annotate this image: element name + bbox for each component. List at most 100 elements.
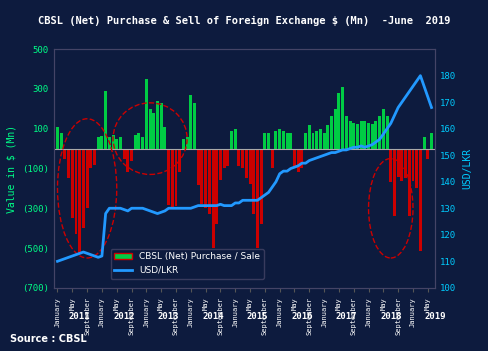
Text: 2017: 2017 [335,312,356,321]
Bar [137,133,140,148]
Bar [266,133,269,148]
Bar [344,116,347,148]
Bar [429,133,432,148]
Bar [134,135,137,148]
Text: 2015: 2015 [246,312,267,321]
Bar [226,148,229,166]
Bar [281,131,285,148]
Bar [329,116,332,148]
Bar [63,148,66,159]
Bar [85,148,88,208]
Bar [388,148,391,183]
Bar [252,148,255,214]
Text: 2012: 2012 [113,312,135,321]
Bar [130,148,133,160]
Bar [152,113,155,148]
Bar [141,137,144,148]
Bar [122,148,125,159]
Bar [259,148,262,224]
Bar [244,148,247,178]
Text: 2011: 2011 [69,312,90,321]
Bar [411,148,414,181]
Bar [160,103,163,148]
Bar [203,148,207,208]
Bar [219,148,222,180]
Bar [248,148,251,184]
Bar [222,148,225,168]
Bar [351,123,354,148]
Bar [292,148,295,166]
Bar [426,148,428,159]
Bar [233,129,236,148]
Bar [381,109,384,148]
Bar [407,148,410,216]
Bar [370,124,373,148]
Bar [111,135,114,148]
Bar [60,133,62,148]
Bar [289,133,292,148]
Bar [89,148,92,168]
Bar [229,131,233,148]
Bar [366,123,369,148]
Bar [100,135,103,148]
Bar [270,148,273,168]
Bar [274,131,277,148]
Bar [278,129,281,148]
Bar [170,148,173,208]
Bar [304,133,306,148]
Bar [333,109,336,148]
Bar [359,121,362,148]
Bar [325,125,328,148]
Text: Source : CBSL: Source : CBSL [10,334,86,344]
Bar [174,148,177,206]
Bar [348,121,351,148]
Bar [315,131,318,148]
Bar [67,148,70,178]
Bar [300,148,303,168]
Bar [374,121,377,148]
Bar [237,148,240,166]
Bar [126,148,129,172]
Bar [255,148,259,248]
Text: 2014: 2014 [202,312,224,321]
Bar [163,127,166,148]
Legend: CBSL (Net) Purchase / Sale, USD/LKR: CBSL (Net) Purchase / Sale, USD/LKR [110,249,264,279]
Bar [414,148,417,188]
Bar [144,79,147,148]
Bar [215,148,218,224]
Bar [318,129,321,148]
Bar [363,121,366,148]
Bar [422,137,425,148]
Bar [403,148,406,178]
Bar [148,109,151,148]
Bar [385,116,388,148]
Bar [78,148,81,254]
Bar [93,148,96,165]
Bar [185,137,188,148]
Bar [307,125,310,148]
Bar [82,148,85,228]
Bar [211,148,214,248]
Bar [241,148,244,168]
Bar [56,127,59,148]
Bar [418,148,421,251]
Bar [285,133,288,148]
Bar [71,148,74,218]
Bar [400,148,403,181]
Text: 2018: 2018 [379,312,401,321]
Bar [189,95,192,148]
Bar [322,133,325,148]
Bar [200,148,203,204]
Bar [196,148,199,185]
Text: 2019: 2019 [424,312,445,321]
Bar [74,148,77,234]
Bar [355,124,358,148]
Bar [311,133,314,148]
Bar [115,139,118,148]
Y-axis label: Value in $ (Mn): Value in $ (Mn) [6,124,17,213]
Text: 2013: 2013 [158,312,179,321]
Bar [337,93,340,148]
Text: CBSL (Net) Purchase & Sell of Foreign Exchange $ (Mn)  -June  2019: CBSL (Net) Purchase & Sell of Foreign Ex… [38,16,450,26]
Bar [193,103,196,148]
Bar [156,101,159,148]
